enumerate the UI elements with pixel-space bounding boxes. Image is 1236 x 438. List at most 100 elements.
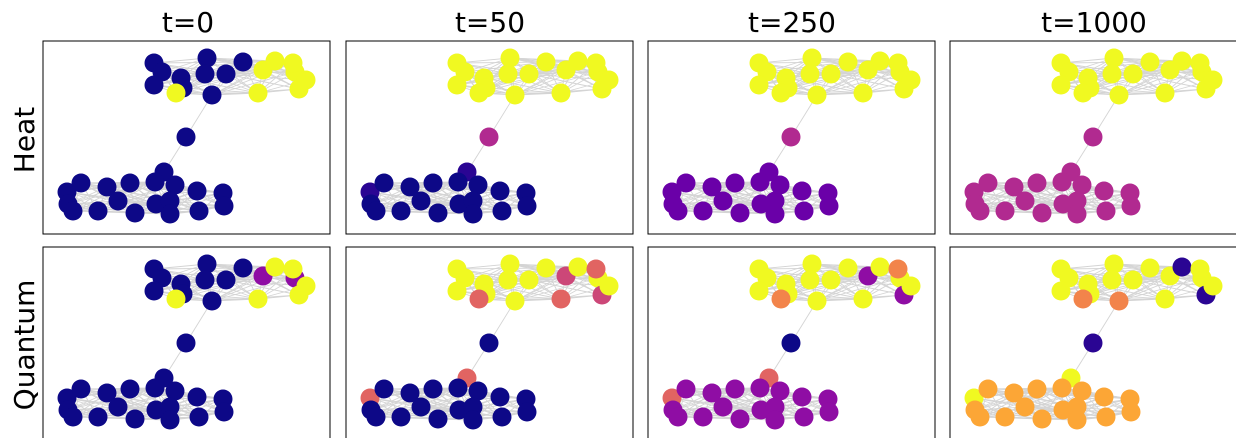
node-top xyxy=(1190,53,1210,73)
node-bottom xyxy=(693,407,713,427)
column-title-t50: t=50 xyxy=(455,6,525,39)
node-bottom xyxy=(165,175,185,195)
node-bottom xyxy=(978,379,998,399)
node-top xyxy=(536,258,556,278)
panel-heat-t0 xyxy=(42,40,331,235)
node-bottom xyxy=(71,173,91,193)
node-top xyxy=(807,291,827,311)
node-bridge xyxy=(176,127,196,147)
node-bridge xyxy=(781,127,801,147)
node-top xyxy=(1102,270,1122,290)
node-top xyxy=(233,258,253,278)
panel-quantum-t250 xyxy=(647,246,936,438)
node-top xyxy=(265,257,285,277)
node-bottom xyxy=(725,379,745,399)
node-top xyxy=(800,270,820,290)
node-bottom xyxy=(428,409,448,429)
node-top xyxy=(469,83,489,103)
node-bottom xyxy=(668,407,688,427)
node-bottom xyxy=(1094,181,1114,201)
node-top xyxy=(296,276,316,296)
node-top xyxy=(1073,83,1093,103)
panel-frame xyxy=(345,246,634,438)
node-bottom xyxy=(702,177,722,197)
node-bridge xyxy=(479,333,499,353)
node-top xyxy=(800,64,820,84)
column-title-t1000: t=1000 xyxy=(1041,6,1147,39)
node-top xyxy=(519,270,539,290)
node-bottom xyxy=(468,175,488,195)
node-top xyxy=(469,289,489,309)
node-top xyxy=(821,64,841,84)
node-top xyxy=(1109,85,1129,105)
node-bottom xyxy=(730,409,750,429)
panel-frame xyxy=(42,40,331,235)
node-bottom xyxy=(819,402,839,422)
node-bottom xyxy=(765,397,785,417)
node-bottom xyxy=(374,379,394,399)
node-bottom xyxy=(1072,175,1092,195)
node-bottom xyxy=(214,196,234,216)
node-top xyxy=(1109,291,1129,311)
node-top xyxy=(197,254,217,274)
node-bottom xyxy=(1096,201,1116,221)
panel-heat-t1000 xyxy=(949,40,1236,235)
panel-frame xyxy=(345,40,634,235)
node-top xyxy=(283,53,303,73)
node-top xyxy=(568,257,588,277)
node-bottom xyxy=(1067,191,1087,211)
node-bottom xyxy=(1027,173,1047,193)
node-top xyxy=(233,52,253,72)
node-bottom xyxy=(1121,402,1141,422)
panels-layer xyxy=(42,40,1236,438)
node-bridge xyxy=(479,127,499,147)
node-top xyxy=(586,53,606,73)
node-top xyxy=(195,64,215,84)
node-bottom xyxy=(1027,379,1047,399)
node-top xyxy=(1123,270,1143,290)
node-bottom xyxy=(970,201,990,221)
panel-heat-t50 xyxy=(345,40,634,235)
node-top xyxy=(870,257,890,277)
node-top xyxy=(447,75,467,95)
node-bottom xyxy=(490,181,510,201)
node-top xyxy=(1051,281,1071,301)
node-bottom xyxy=(1096,407,1116,427)
column-title-t0: t=0 xyxy=(162,6,214,39)
node-bottom xyxy=(63,201,83,221)
node-top xyxy=(1190,259,1210,279)
node-bottom xyxy=(88,201,108,221)
node-bottom xyxy=(463,204,483,224)
node-bottom xyxy=(187,387,207,407)
node-bridge xyxy=(1083,333,1103,353)
column-title-t250: t=250 xyxy=(748,6,836,39)
panel-quantum-t50 xyxy=(345,246,634,438)
node-bottom xyxy=(765,410,785,430)
node-bottom xyxy=(1032,409,1052,429)
node-bottom xyxy=(1067,410,1087,430)
node-bridge xyxy=(1083,127,1103,147)
node-bottom xyxy=(88,407,108,427)
node-top xyxy=(870,51,890,71)
node-bottom xyxy=(1072,381,1092,401)
node-top xyxy=(853,289,873,309)
node-bottom xyxy=(1015,191,1035,211)
node-top xyxy=(1172,51,1192,71)
panel-frame xyxy=(42,246,331,438)
node-top xyxy=(447,281,467,301)
node-top xyxy=(749,281,769,301)
node-top xyxy=(202,85,222,105)
node-top xyxy=(202,291,222,311)
node-top xyxy=(248,289,268,309)
node-top xyxy=(749,75,769,95)
node-top xyxy=(586,259,606,279)
node-top xyxy=(1172,257,1192,277)
node-bottom xyxy=(468,381,488,401)
node-bridge xyxy=(176,333,196,353)
panel-quantum-t0 xyxy=(42,246,331,438)
node-bottom xyxy=(1004,383,1024,403)
node-top xyxy=(853,83,873,103)
node-bottom xyxy=(97,383,117,403)
node-top xyxy=(888,259,908,279)
node-top xyxy=(195,270,215,290)
